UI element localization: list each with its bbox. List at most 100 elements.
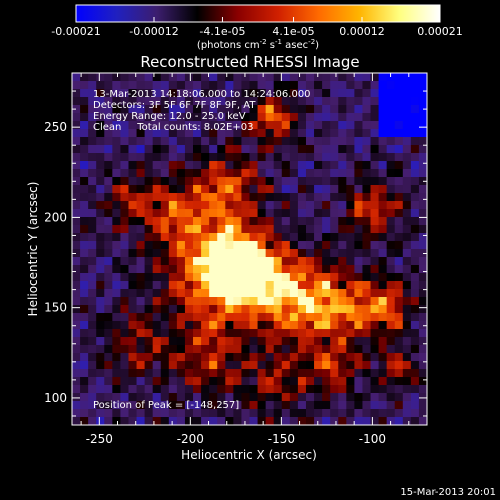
heatmap-cell [297,313,307,322]
heatmap-cell [394,161,404,170]
heatmap-cell [257,193,267,202]
heatmap-cell [297,377,307,386]
heatmap-cell [80,217,89,226]
heatmap-cell [330,417,339,425]
heatmap-cell [305,177,315,186]
heatmap-cell [104,177,113,186]
heatmap-cell [402,145,412,154]
heatmap-cell [88,289,97,298]
heatmap-cell [273,257,283,266]
heatmap-cell [88,193,97,202]
heatmap-cell [265,345,275,354]
colorbar-tick-label: 4.1e-05 [272,25,314,38]
heatmap-cell [305,401,315,410]
heatmap-cell [330,209,339,218]
heatmap-cell [152,297,162,306]
heatmap-cell [128,305,138,314]
heatmap-cell [265,281,275,290]
heatmap-cell [209,73,218,82]
annotation-peak-position: Position of Peak = [-148,257] [93,400,239,411]
heatmap-cell [330,97,339,106]
heatmap-cell [338,217,347,226]
heatmap-cell [201,329,210,338]
heatmap-cell [378,177,388,186]
heatmap-cell [370,161,380,170]
heatmap-cell [354,249,364,258]
heatmap-cell [96,153,105,162]
heatmap-cell [370,217,380,226]
heatmap-cell [96,401,105,410]
heatmap-cell [160,265,170,274]
heatmap-cell [112,281,122,290]
heatmap-cell [233,177,243,186]
heatmap-cell [314,313,323,322]
heatmap-cell [120,257,130,266]
heatmap-cell [152,185,162,194]
heatmap-cell [281,329,291,338]
heatmap-cell [168,81,178,90]
heatmap-cell [96,321,105,330]
heatmap-cell [184,409,194,418]
heatmap-cell [193,89,202,98]
heatmap-cell [378,161,388,170]
heatmap-cell [418,233,427,242]
heatmap-cell [88,241,97,250]
heatmap-cell [80,329,89,338]
heatmap-cell [152,169,162,178]
heatmap-cell [297,345,307,354]
heatmap-cell [184,385,194,394]
heatmap-cell [144,137,154,146]
heatmap-cell [378,345,388,354]
heatmap-cell [104,209,113,218]
heatmap-cell [112,249,122,258]
heatmap-cell [249,201,259,210]
heatmap-cell [72,185,81,194]
heatmap-cell [176,401,186,410]
heatmap-cell [289,129,299,138]
heatmap-cell [233,377,243,386]
heatmap-cell [128,153,138,162]
heatmap-cell [225,305,234,314]
heatmap-cell [378,129,388,138]
heatmap-cell [72,273,81,282]
heatmap-cell [346,177,355,186]
heatmap-cell [338,177,347,186]
heatmap-cell [346,289,355,298]
heatmap-cell [257,217,267,226]
heatmap-cell [136,129,146,138]
heatmap-cell [265,201,275,210]
heatmap-cell [330,313,339,322]
heatmap-cell [370,97,380,106]
heatmap-cell [273,273,283,282]
heatmap-cell [136,161,146,170]
heatmap-cell [176,177,186,186]
heatmap-cell [346,369,355,378]
heatmap-cell [314,409,323,418]
heatmap-cell [144,193,154,202]
heatmap-cell [249,401,259,410]
heatmap-cell [289,265,299,274]
heatmap-cell [176,257,186,266]
heatmap-cell [362,193,372,202]
heatmap-cell [104,113,113,122]
heatmap-cell [338,233,347,242]
heatmap-cell [281,321,291,330]
heatmap-cell [305,193,315,202]
heatmap-cell [209,305,218,314]
heatmap-cell [136,73,146,82]
heatmap-cell [249,193,259,202]
heatmap-cell [176,209,186,218]
heatmap-cell [330,217,339,226]
heatmap-cell [193,193,202,202]
heatmap-cell [257,393,267,402]
heatmap-cell [386,161,396,170]
heatmap-cell [104,289,113,298]
heatmap-cell [378,201,388,210]
heatmap-cell [201,193,210,202]
heatmap-cell [201,345,210,354]
heatmap-cell [193,249,202,258]
heatmap-cell [394,321,404,330]
heatmap-cell [160,161,170,170]
heatmap-cell [386,297,396,306]
heatmap-cell [72,297,81,306]
